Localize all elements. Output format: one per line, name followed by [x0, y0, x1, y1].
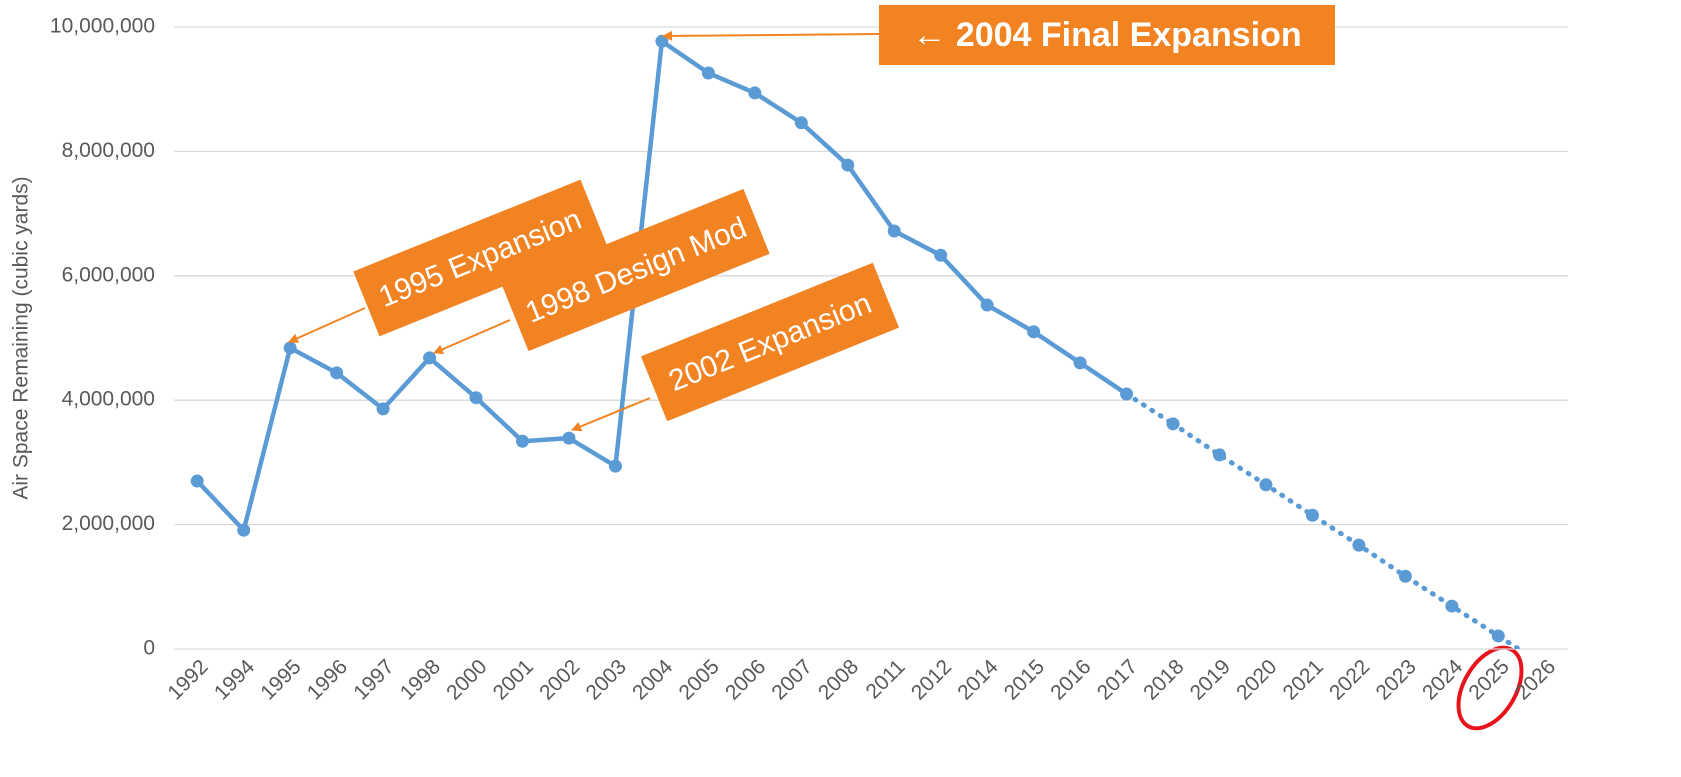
highlight-circle	[1456, 645, 1524, 731]
point	[469, 391, 483, 405]
point	[701, 66, 715, 80]
x-tick-label: 2018	[1139, 655, 1188, 704]
point	[237, 523, 251, 537]
x-tick-label: 2014	[953, 655, 1003, 705]
x-tick-label: 2004	[628, 655, 678, 705]
point	[423, 351, 437, 365]
point	[1073, 356, 1087, 370]
x-tick-label: 1998	[396, 655, 445, 704]
x-tick-label: 2019	[1186, 655, 1235, 704]
x-tick-label: 2012	[907, 655, 956, 704]
point	[1305, 508, 1319, 522]
x-tick-label: 1996	[303, 655, 352, 704]
x-tick-label: 2015	[1000, 655, 1049, 704]
point	[980, 298, 994, 312]
x-tick-label: 1997	[349, 655, 398, 704]
x-tick-label: 2000	[442, 655, 491, 704]
point	[887, 224, 901, 238]
point	[748, 86, 762, 100]
point	[283, 341, 297, 355]
point	[1445, 599, 1459, 613]
point	[841, 158, 855, 172]
x-tick-label: 2023	[1372, 655, 1421, 704]
x-tick-label: 2016	[1046, 655, 1095, 704]
point	[516, 434, 529, 448]
y-tick-label: 10,000,000	[50, 15, 155, 38]
x-tick-label: 2011	[861, 655, 909, 703]
x-tick-label: 2025	[1464, 655, 1513, 704]
point	[1491, 629, 1505, 643]
y-tick-label: 6,000,000	[62, 263, 155, 286]
x-tick-label: 2020	[1232, 655, 1281, 704]
x-tick-label: 1994	[210, 655, 260, 705]
point	[562, 431, 576, 445]
annotation-arrow	[571, 397, 651, 432]
point	[1166, 417, 1180, 431]
x-tick-label: 1995	[256, 655, 305, 704]
point	[1027, 325, 1041, 339]
point	[794, 116, 808, 130]
annotation-arrow	[288, 307, 366, 343]
annotation-arrow	[662, 30, 880, 41]
annotation-box	[879, 5, 1335, 65]
point	[376, 402, 390, 416]
connector	[1124, 391, 1176, 427]
point	[330, 366, 344, 380]
y-axis-label: Air Space Remaining (cubic yards)	[10, 176, 33, 499]
point	[934, 248, 948, 262]
x-tick-label: 1992	[163, 655, 212, 704]
annotation-text: ← 2004 Final Expansion	[912, 16, 1301, 54]
x-tick-label: 2005	[675, 655, 724, 704]
y-tick-label: 0	[143, 637, 155, 660]
y-tick-label: 2,000,000	[62, 512, 155, 535]
x-tick-label: 2026	[1511, 655, 1560, 704]
point	[190, 474, 204, 488]
annotation-box	[640, 262, 900, 422]
y-tick-label: 4,000,000	[62, 388, 155, 411]
x-tick-label: 2022	[1325, 655, 1374, 704]
point	[1259, 478, 1273, 492]
x-tick-label: 2008	[814, 655, 863, 704]
x-tick-label: 2007	[767, 655, 816, 704]
x-tick-label: 2017	[1093, 655, 1142, 704]
x-tick-label: 2006	[721, 655, 770, 704]
x-tick-label: 2001	[489, 655, 538, 704]
x-tick-label: 2021	[1279, 655, 1328, 704]
point	[608, 459, 622, 473]
point	[1398, 569, 1412, 583]
annotation-box	[502, 188, 770, 352]
point	[1352, 538, 1366, 552]
y-tick-label: 8,000,000	[62, 139, 155, 162]
annotation-box	[353, 179, 607, 337]
point	[1213, 448, 1226, 462]
plot-area	[190, 34, 1524, 649]
annotation-arrow	[433, 319, 511, 355]
annotation: ← 2004 Final Expansion	[879, 5, 1335, 65]
x-tick-label: 2002	[535, 655, 584, 704]
x-tick-label: 2003	[582, 655, 631, 704]
